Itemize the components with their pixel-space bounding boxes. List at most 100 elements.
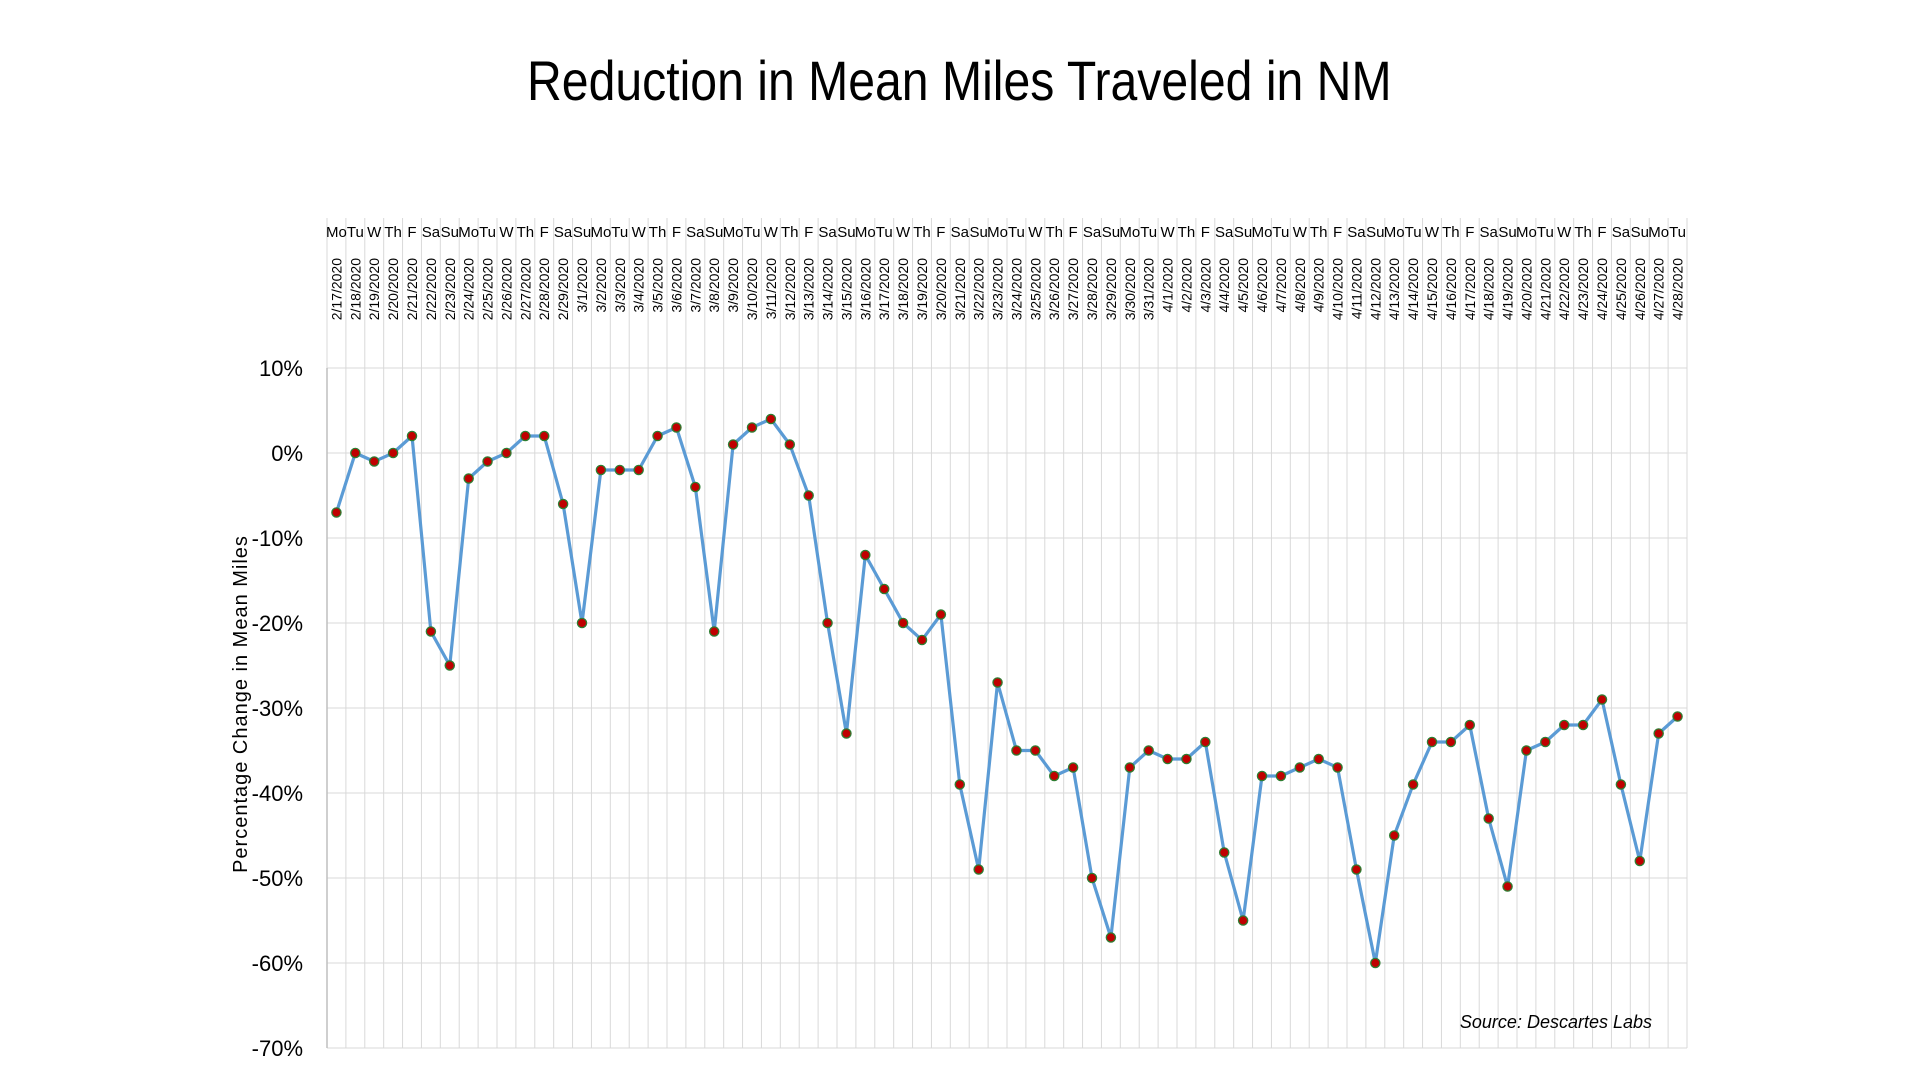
data-point	[1388, 830, 1400, 841]
day-label: Tu	[1537, 224, 1554, 241]
day-label: Mo	[326, 224, 347, 241]
data-point	[1370, 957, 1381, 969]
day-label: Tu	[744, 224, 761, 241]
date-tick-label: 4/17/2020	[1462, 258, 1478, 320]
day-label: Sa	[818, 224, 837, 241]
axis-layer: 10% 0% -10% -20% -30% -40% -50% -60% -70%	[252, 356, 328, 1061]
data-point	[973, 864, 984, 875]
date-tick-label: 4/8/2020	[1292, 258, 1308, 313]
data-point	[1445, 736, 1457, 748]
date-tick-label: 3/5/2020	[650, 258, 666, 313]
date-tick-label: 3/29/2020	[1103, 258, 1119, 320]
data-point	[1577, 719, 1589, 731]
data-point	[1351, 864, 1362, 875]
data-point	[992, 677, 1003, 688]
date-tick-label: 3/27/2020	[1065, 258, 1081, 320]
day-label: Th	[1045, 224, 1063, 241]
date-tick-label: 4/16/2020	[1443, 258, 1459, 320]
date-tick-label: 3/13/2020	[801, 258, 817, 320]
day-label: Sa	[951, 224, 970, 241]
y-tick-label: 0%	[271, 441, 303, 466]
y-tick-label: -50%	[252, 866, 303, 891]
date-tick-label: 3/10/2020	[744, 258, 760, 320]
date-tick-label: 4/27/2020	[1651, 258, 1667, 320]
day-label: Su	[969, 224, 987, 241]
data-point	[860, 549, 871, 561]
date-tick-label: 2/23/2020	[442, 258, 458, 320]
date-tick-label: 3/25/2020	[1027, 258, 1043, 320]
date-tick-label: 3/14/2020	[820, 258, 836, 320]
day-label: Tu	[1405, 224, 1422, 241]
day-label: Sa	[1479, 224, 1498, 241]
data-point	[1558, 719, 1570, 731]
data-point	[425, 626, 437, 637]
day-label: W	[1160, 224, 1175, 241]
data-point	[538, 430, 550, 442]
data-point	[803, 490, 814, 501]
day-label: Tu	[1669, 224, 1686, 241]
y-tick-label: -40%	[252, 781, 303, 806]
day-label: W	[1293, 224, 1308, 241]
data-point	[1086, 872, 1098, 884]
day-label: Mo	[855, 224, 876, 241]
day-label: Su	[573, 224, 591, 241]
date-tick-label: 3/23/2020	[990, 258, 1006, 320]
data-point	[463, 473, 474, 484]
date-tick-label: 3/24/2020	[1008, 258, 1024, 320]
date-tick-label: 3/16/2020	[857, 258, 873, 320]
day-label: W	[367, 224, 382, 241]
data-point	[1218, 847, 1230, 858]
day-label: F	[936, 224, 945, 241]
data-point	[1502, 881, 1513, 892]
date-tick-label: 3/11/2020	[763, 258, 779, 319]
data-point	[350, 447, 361, 459]
y-tick-label: -10%	[252, 526, 303, 551]
day-label: Sa	[1347, 224, 1366, 241]
data-point	[1294, 762, 1306, 773]
date-tick-label: 4/14/2020	[1405, 258, 1421, 320]
label-layer: Mo 2/17/2020 Tu 2/18/2020 W 2/19/2020 Th 2/20/2…	[326, 224, 1686, 320]
date-tick-label: 4/5/2020	[1235, 258, 1251, 313]
date-tick-label: 3/12/2020	[782, 258, 798, 320]
data-point	[1483, 813, 1494, 824]
data-point	[1067, 762, 1079, 773]
data-point	[878, 583, 890, 595]
data-point	[1332, 762, 1343, 773]
date-tick-label: 2/19/2020	[366, 258, 382, 320]
date-tick-label: 4/13/2020	[1386, 258, 1402, 320]
day-label: Mo	[458, 224, 479, 241]
data-point	[1540, 736, 1551, 748]
data-point	[746, 422, 758, 433]
date-tick-label: 3/22/2020	[971, 258, 987, 320]
data-point	[1181, 753, 1192, 765]
date-tick-label: 4/12/2020	[1367, 258, 1383, 320]
date-tick-label: 4/28/2020	[1670, 258, 1686, 320]
data-point	[444, 660, 456, 671]
day-label: Mo	[1648, 224, 1669, 241]
data-point	[1237, 915, 1249, 926]
chart-title: Reduction in Mean Miles Traveled in NM	[527, 49, 1392, 112]
date-tick-label: 4/7/2020	[1273, 258, 1289, 313]
date-tick-label: 4/18/2020	[1481, 258, 1497, 320]
date-tick-label: 3/9/2020	[725, 258, 741, 313]
day-label: Tu	[347, 224, 364, 241]
day-label: F	[1069, 224, 1078, 241]
data-point	[784, 439, 796, 450]
date-tick-label: 3/4/2020	[631, 258, 647, 313]
date-tick-label: 4/22/2020	[1556, 258, 1572, 320]
day-label: Th	[649, 224, 667, 241]
y-tick-label: -70%	[252, 1036, 303, 1061]
date-tick-label: 3/3/2020	[612, 258, 628, 313]
day-label: Su	[837, 224, 855, 241]
date-tick-label: 4/4/2020	[1216, 258, 1232, 313]
data-point	[595, 464, 607, 476]
source-note: Source: Descartes Labs	[1460, 1012, 1652, 1032]
date-tick-label: 2/27/2020	[517, 258, 533, 320]
date-tick-label: 4/26/2020	[1632, 258, 1648, 320]
data-point	[822, 617, 833, 629]
date-tick-label: 2/28/2020	[536, 258, 552, 320]
data-point	[520, 430, 531, 442]
date-tick-label: 3/2/2020	[593, 258, 609, 313]
day-label: F	[407, 224, 416, 241]
